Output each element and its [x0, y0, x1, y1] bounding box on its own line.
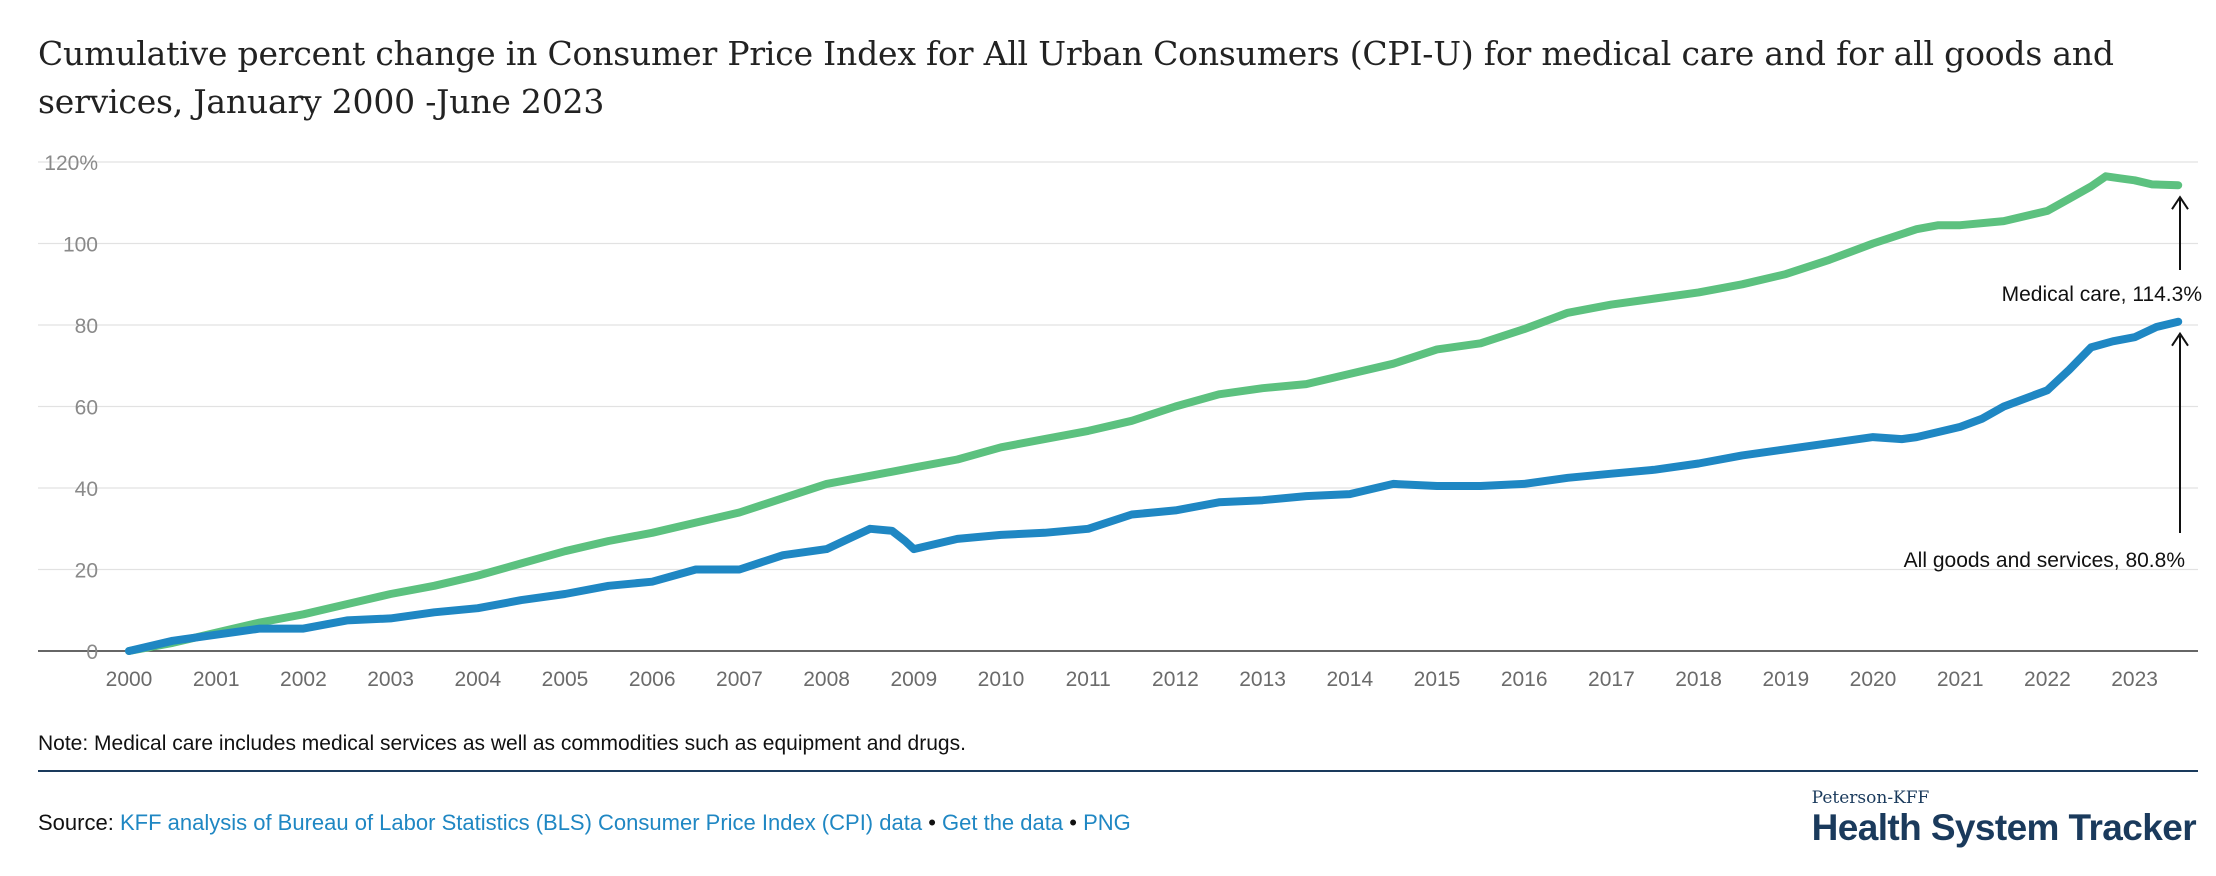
x-tick-label: 2006 — [629, 668, 676, 691]
x-tick-label: 2000 — [106, 668, 153, 691]
series-line-medical — [125, 172, 2183, 655]
x-tick-label: 2018 — [1675, 668, 1722, 691]
x-tick-label: 2013 — [1239, 668, 1286, 691]
x-tick-label: 2005 — [542, 668, 589, 691]
x-tick-label: 2011 — [1066, 668, 1111, 691]
annotation-medical-label: Medical care, 114.3% — [2002, 283, 2202, 306]
source-link[interactable]: KFF analysis of Bureau of Labor Statisti… — [119, 810, 923, 835]
x-tick-label: 2017 — [1588, 668, 1635, 691]
annotation-arrowhead-all — [2171, 331, 2189, 347]
gridlines — [38, 161, 2198, 652]
y-tick-label: 60 — [75, 397, 98, 420]
separator: • — [1069, 810, 1077, 835]
y-tick-label: 20 — [75, 560, 98, 583]
chart-title: Cumulative percent change in Consumer Pr… — [38, 34, 2114, 121]
x-axis-ticks: 2000 2001 2002 2003 2004 2005 2006 2007 2008 2009… — [106, 668, 2158, 691]
x-tick-label: 2016 — [1501, 668, 1548, 691]
x-tick-label: 2010 — [978, 668, 1025, 691]
chart-note: Note: Medical care includes medical serv… — [38, 732, 966, 755]
x-tick-label: 2003 — [367, 668, 414, 691]
y-tick-label: 100 — [63, 234, 98, 257]
x-tick-label: 2008 — [803, 668, 850, 691]
y-tick-label: 80 — [75, 315, 98, 338]
x-tick-label: 2021 — [1937, 668, 1984, 691]
x-tick-label: 2014 — [1326, 668, 1373, 691]
series-line-all — [125, 317, 2183, 655]
footer-divider — [38, 770, 2198, 772]
separator: • — [928, 810, 936, 835]
x-tick-label: 2012 — [1152, 668, 1199, 691]
x-tick-label: 2007 — [716, 668, 763, 691]
series-lines — [125, 172, 2183, 655]
source-label: Source: — [38, 810, 114, 835]
x-tick-label: 2001 — [193, 668, 240, 691]
brand-logo: Peterson-KFF Health System Tracker — [1811, 788, 2197, 848]
y-tick-label: 0 — [86, 641, 98, 664]
x-tick-label: 2009 — [890, 668, 937, 691]
x-tick-label: 2023 — [2111, 668, 2158, 691]
annotations: Medical care, 114.3% All goods and servic… — [1904, 195, 2202, 572]
y-axis-ticks: 0 20 40 60 80 100 120% — [44, 152, 98, 664]
x-tick-label: 2015 — [1414, 668, 1461, 691]
x-tick-label: 2002 — [280, 668, 327, 691]
x-tick-label: 2022 — [2024, 668, 2071, 691]
png-link[interactable]: PNG — [1083, 810, 1131, 835]
get-data-link[interactable]: Get the data — [942, 810, 1064, 835]
y-tick-label: 120% — [44, 152, 98, 175]
x-tick-label: 2019 — [1762, 668, 1809, 691]
x-tick-label: 2004 — [454, 668, 501, 691]
source-line: Source: KFF analysis of Bureau of Labor … — [38, 810, 1131, 836]
annotation-arrowhead-medical — [2171, 195, 2189, 210]
y-tick-label: 40 — [75, 478, 98, 501]
brand-top: Peterson-KFF — [1811, 788, 1930, 808]
brand-main: Health System Tracker — [1811, 807, 2197, 848]
x-tick-label: 2020 — [1850, 668, 1897, 691]
annotation-all-label: All goods and services, 80.8% — [1904, 549, 2185, 572]
